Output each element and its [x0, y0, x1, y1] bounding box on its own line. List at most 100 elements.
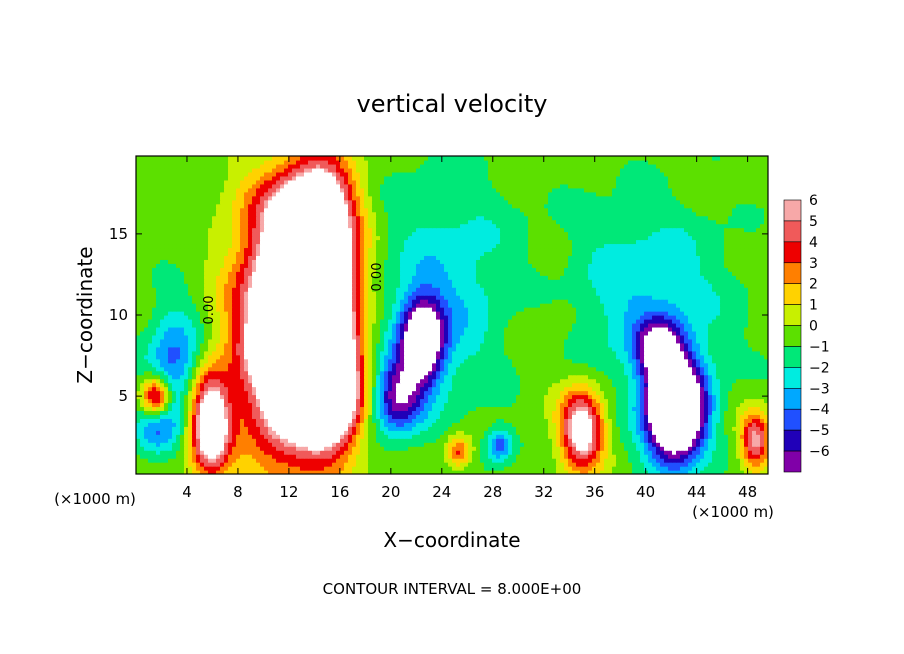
heatmap-cell: [500, 450, 505, 455]
heatmap-cell: [364, 418, 369, 423]
heatmap-cell: [552, 454, 557, 459]
heatmap-cell: [524, 446, 529, 451]
heatmap-cell: [504, 406, 509, 412]
heatmap-cell: [152, 434, 157, 439]
heatmap-cell: [408, 378, 413, 384]
heatmap-cell: [492, 370, 497, 376]
heatmap-cell: [260, 458, 265, 463]
heatmap-cell: [340, 470, 345, 474]
heatmap-cell: [624, 426, 629, 431]
heatmap-cell: [464, 370, 469, 376]
heatmap-cell: [604, 374, 609, 380]
heatmap-cell: [404, 466, 409, 471]
heatmap-cell: [560, 442, 565, 447]
heatmap-cell: [624, 386, 629, 392]
heatmap-cell: [304, 450, 309, 455]
heatmap-cell: [348, 414, 353, 419]
heatmap-cell: [176, 458, 181, 463]
heatmap-cell: [160, 346, 165, 352]
heatmap-cell: [268, 466, 273, 471]
heatmap-cell: [528, 430, 533, 435]
heatmap-cell: [200, 454, 205, 459]
heatmap-cell: [456, 366, 461, 372]
heatmap-cell: [704, 434, 709, 439]
heatmap-cell: [140, 362, 145, 368]
heatmap-cell: [628, 446, 633, 451]
heatmap-cell: [408, 370, 413, 376]
heatmap-cell: [676, 414, 681, 419]
heatmap-cell: [232, 410, 237, 415]
heatmap-cell: [432, 358, 437, 364]
heatmap-cell: [704, 402, 709, 408]
heatmap-cell: [564, 398, 569, 404]
heatmap-cell: [184, 442, 189, 447]
heatmap-cell: [536, 426, 541, 431]
heatmap-cell: [448, 422, 453, 427]
heatmap-cell: [220, 374, 225, 380]
heatmap-cell: [688, 414, 693, 419]
heatmap-cell: [604, 434, 609, 439]
heatmap-cell: [336, 350, 341, 356]
heatmap-cell: [740, 434, 745, 439]
heatmap-cell: [580, 438, 585, 443]
heatmap-cell: [592, 442, 597, 447]
heatmap-cell: [424, 354, 429, 360]
heatmap-cell: [532, 422, 537, 427]
heatmap-cell: [580, 378, 585, 384]
heatmap-cell: [228, 350, 233, 356]
heatmap-cell: [684, 450, 689, 455]
heatmap-cell: [280, 346, 285, 352]
heatmap-cell: [212, 418, 217, 423]
heatmap-cell: [284, 354, 289, 360]
heatmap-cell: [684, 458, 689, 463]
heatmap-cell: [376, 374, 381, 380]
heatmap-cell: [364, 358, 369, 364]
heatmap-cell: [708, 394, 713, 400]
heatmap-cell: [260, 466, 265, 471]
heatmap-cell: [704, 418, 709, 423]
heatmap-cell: [512, 438, 517, 443]
heatmap-cell: [476, 394, 481, 400]
heatmap-cell: [692, 378, 697, 384]
heatmap-cell: [312, 382, 317, 388]
heatmap-cell: [700, 470, 705, 474]
heatmap-cell: [520, 370, 525, 376]
heatmap-cell: [152, 350, 157, 356]
heatmap-cell: [564, 406, 569, 412]
heatmap-cell: [172, 442, 177, 447]
heatmap-cell: [172, 430, 177, 435]
heatmap-cell: [324, 466, 329, 471]
heatmap-cell: [232, 462, 237, 467]
heatmap-cell: [320, 450, 325, 455]
heatmap-cell: [228, 394, 233, 400]
heatmap-cell: [304, 422, 309, 427]
heatmap-cell: [520, 394, 525, 400]
heatmap-cell: [188, 422, 193, 427]
heatmap-cell: [508, 442, 513, 447]
heatmap-cell: [356, 434, 361, 439]
heatmap-cell: [208, 406, 213, 412]
heatmap-cell: [676, 466, 681, 471]
heatmap-cell: [264, 402, 269, 408]
heatmap-cell: [364, 442, 369, 447]
heatmap-cell: [336, 374, 341, 380]
heatmap-cell: [232, 438, 237, 443]
heatmap-cell: [728, 466, 733, 471]
heatmap-cell: [316, 458, 321, 463]
heatmap-cell: [200, 470, 205, 474]
heatmap-cell: [316, 386, 321, 392]
heatmap-cell: [684, 386, 689, 392]
heatmap-cell: [260, 406, 265, 412]
heatmap-cell: [280, 426, 285, 431]
heatmap-cell: [660, 382, 665, 388]
heatmap-cell: [732, 418, 737, 423]
heatmap-cell: [576, 354, 581, 360]
heatmap-cell: [512, 374, 517, 380]
heatmap-cell: [504, 354, 509, 360]
heatmap-cell: [464, 450, 469, 455]
heatmap-cell: [284, 358, 289, 364]
heatmap-cell: [300, 414, 305, 419]
heatmap-cell: [176, 406, 181, 412]
heatmap-cell: [412, 458, 417, 463]
heatmap-cell: [520, 454, 525, 459]
